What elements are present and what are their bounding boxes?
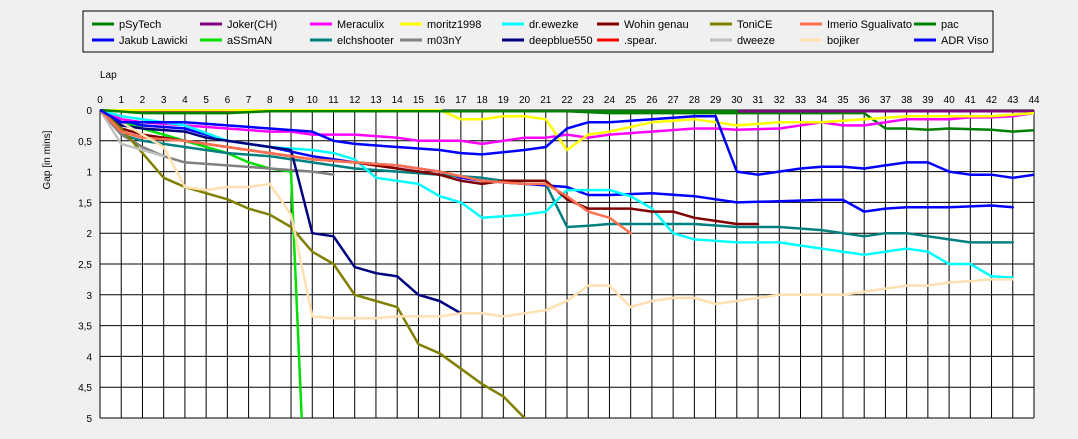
x-tick-label-27: 27 (668, 95, 680, 106)
x-tick-label-42: 42 (986, 95, 998, 106)
series-line-pac (100, 109, 739, 115)
x-tick-labels: 0 1 2 3 4 5 6 7 8 9 10 11 12 13 14 15 16 17 18 19 20 21 22 23 24… (97, 95, 1040, 106)
x-tick-label-10: 10 (307, 95, 319, 106)
y-tick-label-4: 2 (86, 229, 92, 240)
x-tick-label-29: 29 (710, 95, 722, 106)
y-tick-label-7: 3,5 (78, 322, 92, 333)
x-tick-label-40: 40 (944, 95, 956, 106)
legend: pSyTech Jakub Lawicki Joker(CH) aSSmAN Merac… (82, 10, 994, 53)
legend-label-dr-ewezke: dr.ewezke (529, 19, 579, 31)
series-line-dweeze (100, 109, 165, 158)
x-tick-label-35: 35 (837, 95, 849, 106)
legend-label-wohin-genau: Wohin genau (624, 19, 689, 31)
x-tick-label-25: 25 (625, 95, 637, 106)
x-tick-label-14: 14 (392, 95, 404, 106)
x-axis-title: Lap (100, 70, 117, 81)
legend-label-meraculix: Meraculix (337, 19, 385, 31)
legend-label-psytech: pSyTech (119, 19, 161, 31)
x-tick-label-39: 39 (922, 95, 934, 106)
series-line-dr-ewezke (100, 109, 1015, 279)
x-tick-label-23: 23 (583, 95, 595, 106)
legend-box (82, 10, 994, 53)
x-tick-label-31: 31 (752, 95, 764, 106)
x-tick-label-4: 4 (182, 95, 188, 106)
legend-label-joker-ch: Joker(CH) (227, 19, 277, 31)
x-tick-label-44: 44 (1028, 95, 1040, 106)
legend-label-bojiker: bojiker (827, 35, 860, 47)
x-tick-label-9: 9 (288, 95, 294, 106)
x-tick-label-19: 19 (498, 95, 510, 106)
y-tick-label-9: 4,5 (78, 383, 92, 394)
series-line-m03ny (100, 109, 335, 176)
x-tick-label-43: 43 (1007, 95, 1019, 106)
x-tick-label-15: 15 (413, 95, 425, 106)
x-tick-label-37: 37 (880, 95, 892, 106)
x-tick-label-0: 0 (97, 95, 103, 106)
series-line-deepblue550 (100, 109, 463, 315)
y-axis-title: Gap [in mins] (42, 130, 53, 189)
x-tick-label-8: 8 (267, 95, 273, 106)
x-tick-label-22: 22 (561, 95, 573, 106)
y-tick-label-5: 2,5 (78, 260, 92, 271)
x-tick-label-32: 32 (774, 95, 786, 106)
y-tick-label-1: 0,5 (78, 137, 92, 148)
y-tick-labels: 0 0,5 1 1,5 2 2,5 3 3,5 4 4,5 5 (78, 106, 92, 425)
legend-label-m03ny: m03nY (427, 35, 463, 47)
y-tick-label-3: 1,5 (78, 198, 92, 209)
x-tick-label-11: 11 (328, 95, 339, 106)
y-tick-label-10: 5 (86, 414, 92, 425)
legend-label-deepblue550: deepblue550 (529, 35, 593, 47)
legend-label-spear: .spear. (624, 35, 657, 47)
y-tick-label-2: 1 (86, 168, 92, 179)
legend-label-pac: pac (941, 19, 959, 31)
x-tick-label-3: 3 (161, 95, 167, 106)
legend-label-adr-viso: ADR Viso (941, 35, 988, 47)
x-tick-label-20: 20 (519, 95, 531, 106)
series-line-tonice (100, 109, 526, 418)
x-tick-label-26: 26 (646, 95, 658, 106)
legend-label-tonice: ToniCE (737, 19, 772, 31)
grid (99, 109, 1035, 419)
series-line-elchshooter (100, 109, 1015, 244)
y-tick-label-0: 0 (86, 106, 92, 117)
x-tick-label-21: 21 (540, 95, 552, 106)
x-tick-label-33: 33 (795, 95, 807, 106)
x-tick-label-41: 41 (965, 95, 977, 106)
x-tick-label-18: 18 (477, 95, 489, 106)
legend-label-assman: aSSmAN (227, 35, 272, 47)
series-lines (100, 109, 1034, 418)
x-tick-label-17: 17 (455, 95, 467, 106)
x-tick-label-30: 30 (731, 95, 743, 106)
y-tick-label-8: 4 (86, 352, 92, 363)
x-tick-label-13: 13 (370, 95, 382, 106)
x-tick-label-1: 1 (118, 95, 124, 106)
series-line-bojiker (100, 109, 1015, 320)
legend-label-jakub-lawicki: Jakub Lawicki (119, 35, 187, 47)
x-tick-label-24: 24 (604, 95, 616, 106)
legend-label-dweeze: dweeze (737, 35, 775, 47)
x-tick-label-6: 6 (225, 95, 231, 106)
x-tick-label-12: 12 (349, 95, 361, 106)
x-tick-label-16: 16 (434, 95, 446, 106)
x-tick-label-28: 28 (689, 95, 701, 106)
series-line-imerio-sgualivato (100, 109, 632, 235)
x-tick-label-7: 7 (246, 95, 252, 106)
x-tick-label-5: 5 (203, 95, 209, 106)
y-tick-label-6: 3 (86, 291, 92, 302)
legend-label-moritz1998: moritz1998 (427, 19, 481, 31)
x-tick-label-2: 2 (140, 95, 146, 106)
x-tick-label-36: 36 (859, 95, 871, 106)
legend-label-elchshooter: elchshooter (337, 35, 394, 47)
legend-label-imerio-sgualivato: Imerio Sgualivato (827, 19, 912, 31)
x-tick-label-38: 38 (901, 95, 913, 106)
series-line-adr-viso (100, 109, 1034, 180)
x-tick-label-34: 34 (816, 95, 828, 106)
series-line-meraculix (100, 109, 1034, 146)
